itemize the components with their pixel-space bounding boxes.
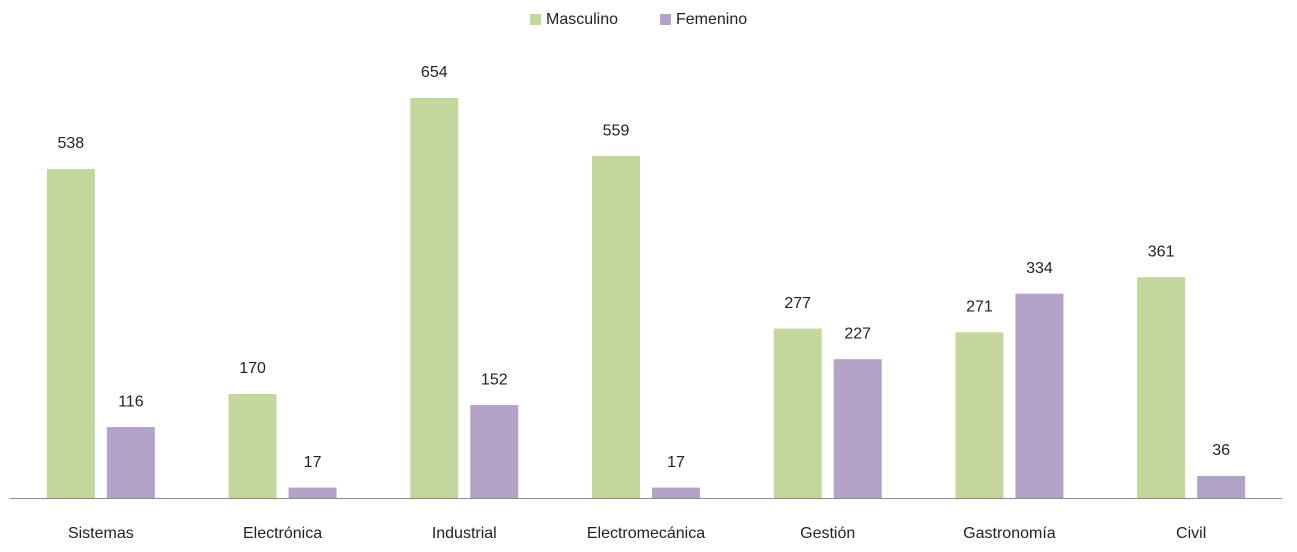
x-tick-label: Gastronomía <box>963 525 1056 542</box>
value-label: 271 <box>966 298 993 315</box>
x-tick-label: Industrial <box>432 525 497 542</box>
legend-swatch <box>660 14 671 25</box>
x-tick-label: Gestión <box>800 525 855 542</box>
value-label: 227 <box>844 325 871 342</box>
bar <box>1015 293 1064 498</box>
bar <box>410 98 459 498</box>
value-label: 36 <box>1212 442 1230 459</box>
x-tick-label: Electrónica <box>243 525 322 542</box>
bar <box>1137 277 1186 498</box>
value-label: 277 <box>784 295 811 312</box>
value-label: 17 <box>667 454 685 471</box>
value-label: 334 <box>1026 260 1053 277</box>
value-label: 361 <box>1148 243 1175 260</box>
bar <box>470 405 519 498</box>
value-label: 170 <box>239 360 266 377</box>
bar <box>652 487 700 498</box>
bar <box>833 359 882 498</box>
value-label: 116 <box>118 393 144 410</box>
bar <box>228 394 277 498</box>
legend-label: Masculino <box>546 11 618 28</box>
bar <box>106 427 155 498</box>
x-tick-label: Civil <box>1176 525 1206 542</box>
bar <box>592 156 640 498</box>
bar <box>1197 475 1246 498</box>
bar <box>46 168 95 499</box>
value-label: 538 <box>58 135 85 152</box>
value-label: 152 <box>481 371 508 388</box>
bar <box>288 487 337 498</box>
bar <box>773 328 822 498</box>
legend-swatch <box>530 14 541 25</box>
legend-label: Femenino <box>676 11 747 28</box>
value-label: 654 <box>421 64 448 81</box>
value-label: 559 <box>603 122 630 139</box>
bar <box>955 332 1004 498</box>
x-tick-label: Electromecánica <box>587 525 705 542</box>
value-label: 17 <box>304 454 322 471</box>
x-tick-label: Sistemas <box>68 525 134 542</box>
